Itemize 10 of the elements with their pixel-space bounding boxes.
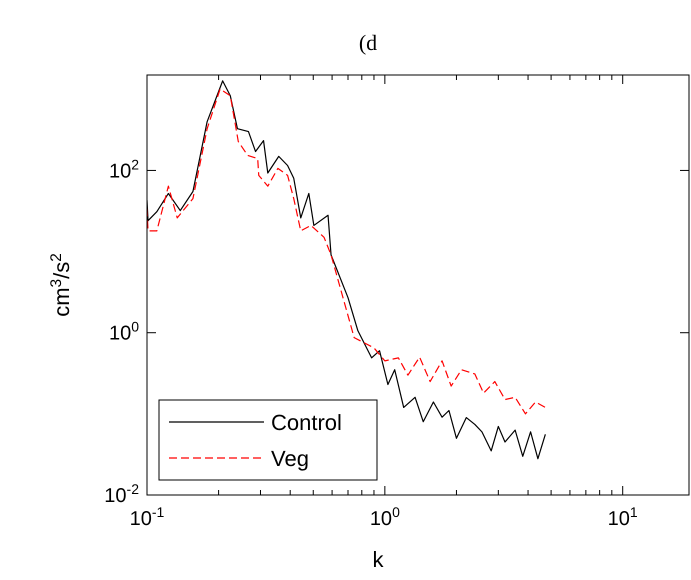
chart-title: (d	[358, 30, 378, 55]
y-tick-label: 10$^{0}$	[108, 318, 140, 345]
x-tick-label: 10$^{0}$	[370, 504, 400, 530]
legend-label: Veg	[271, 446, 309, 471]
x-axis-title: k	[372, 547, 384, 572]
y-tick-label: 10$^{-2}$	[104, 481, 140, 507]
legend-label: Control	[271, 410, 342, 435]
y-tick-label: 10$^{2}$	[108, 156, 140, 182]
x-tick-label: 10$^{-1}$	[130, 504, 165, 530]
x-tick-label: 10$^{1}$	[608, 504, 638, 530]
